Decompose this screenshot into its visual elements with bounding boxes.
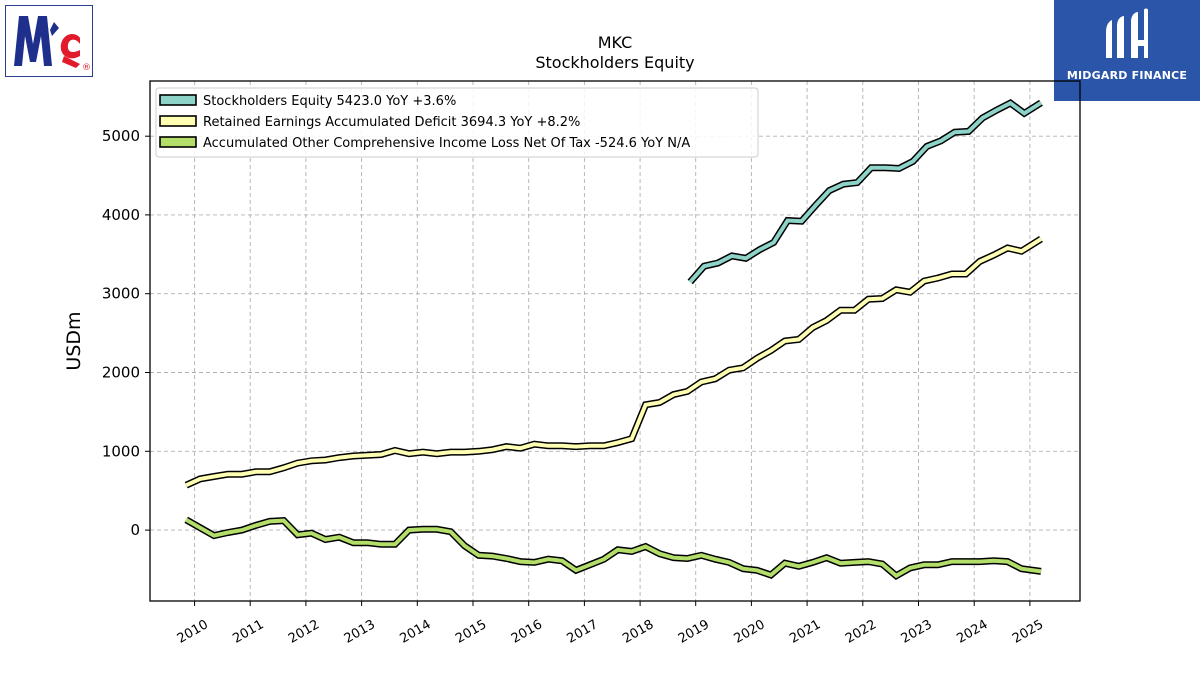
midgard-emblem-icon	[1106, 8, 1148, 58]
registered-mark: ®	[82, 63, 91, 73]
x-tick-label: 2014	[397, 617, 433, 647]
x-tick-label: 2016	[509, 617, 545, 647]
x-tick-label: 2011	[230, 617, 266, 647]
y-tick-label: 0	[130, 521, 140, 539]
series-line-outline	[184, 236, 1043, 489]
chart-title: MKC	[598, 33, 633, 52]
mccormick-logo: ®	[5, 5, 93, 77]
brand-text: MIDGARD FINANCE	[1066, 69, 1188, 82]
series-2	[184, 236, 1043, 489]
x-tick-label: 2024	[954, 617, 990, 647]
mccormick-logo-mark: ®	[14, 16, 91, 73]
x-tick-label: 2013	[342, 617, 378, 647]
legend-label: Accumulated Other Comprehensive Income L…	[203, 136, 690, 151]
x-tick-label: 2010	[175, 617, 211, 647]
series-line	[185, 518, 1042, 579]
legend-swatch	[159, 94, 197, 106]
x-tick-label: 2021	[787, 617, 823, 647]
legend-label: Retained Earnings Accumulated Deficit 36…	[203, 115, 580, 130]
x-tick-label: 2025	[1010, 617, 1046, 647]
midgard-finance-logo: MIDGARD FINANCE	[1054, 0, 1200, 101]
y-tick-label: 5000	[102, 127, 140, 145]
series-line	[185, 237, 1043, 488]
x-tick-label: 2017	[565, 617, 601, 647]
y-tick-label: 3000	[102, 285, 140, 303]
x-tick-label: 2020	[732, 617, 768, 647]
series-3	[184, 516, 1042, 581]
series-lines	[184, 99, 1043, 581]
legend-swatch	[159, 115, 197, 127]
legend-label: Stockholders Equity 5423.0 YoY +3.6%	[203, 94, 456, 109]
x-tick-label: 2022	[843, 617, 879, 647]
series-line	[688, 100, 1043, 284]
y-axis-label: USDm	[63, 311, 85, 370]
y-tick-label: 4000	[102, 206, 140, 224]
plot-frame	[149, 80, 1081, 602]
legend-box	[155, 87, 759, 158]
series-1	[687, 99, 1043, 285]
x-tick-label: 2019	[676, 617, 712, 647]
chart-subtitle: Stockholders Equity	[535, 53, 694, 72]
y-tick-label: 2000	[102, 364, 140, 382]
x-tick-label: 2012	[286, 617, 322, 647]
legend: Stockholders Equity 5423.0 YoY +3.6% Reta…	[155, 87, 759, 158]
grid	[150, 81, 1080, 601]
x-tick-label: 2018	[620, 617, 656, 647]
legend-swatch	[159, 136, 197, 148]
x-tick-label: 2015	[453, 617, 489, 647]
x-tick-label: 2023	[899, 617, 935, 647]
y-tick-label: 1000	[102, 442, 140, 460]
